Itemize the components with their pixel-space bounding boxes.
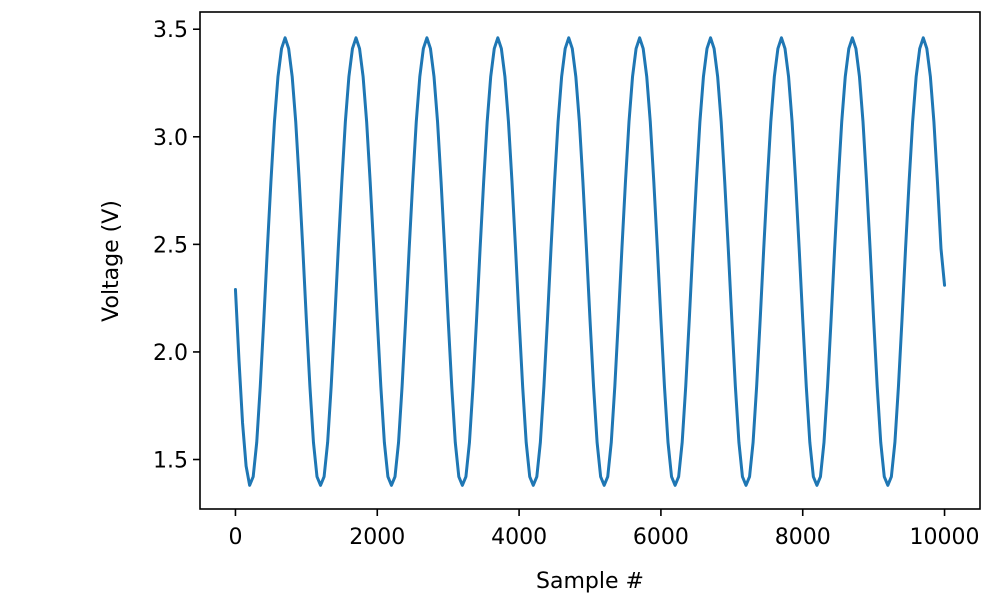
x-tick-label: 6000 — [633, 525, 689, 550]
x-tick-label: 10000 — [910, 525, 980, 550]
x-tick-label: 0 — [228, 525, 242, 550]
x-axis-ticks: 0 2000 4000 6000 8000 10000 — [228, 509, 980, 550]
x-tick-label: 2000 — [349, 525, 405, 550]
series-layer — [233, 36, 947, 487]
series-line-0 — [233, 36, 947, 487]
y-tick-label: 2.0 — [153, 341, 188, 366]
plot-frame — [199, 11, 981, 510]
y-axis-label: Voltage (V) — [99, 200, 124, 322]
y-tick-label: 1.5 — [153, 449, 188, 474]
x-axis-label: Sample # — [536, 569, 644, 594]
x-tick-label: 8000 — [775, 525, 831, 550]
y-tick-label: 2.5 — [153, 233, 188, 258]
y-axis-ticks: 1.5 2.0 2.5 3.0 3.5 — [153, 18, 200, 474]
y-tick-label: 3.0 — [153, 126, 188, 151]
y-tick-label: 3.5 — [153, 18, 188, 43]
x-tick-label: 4000 — [491, 525, 547, 550]
